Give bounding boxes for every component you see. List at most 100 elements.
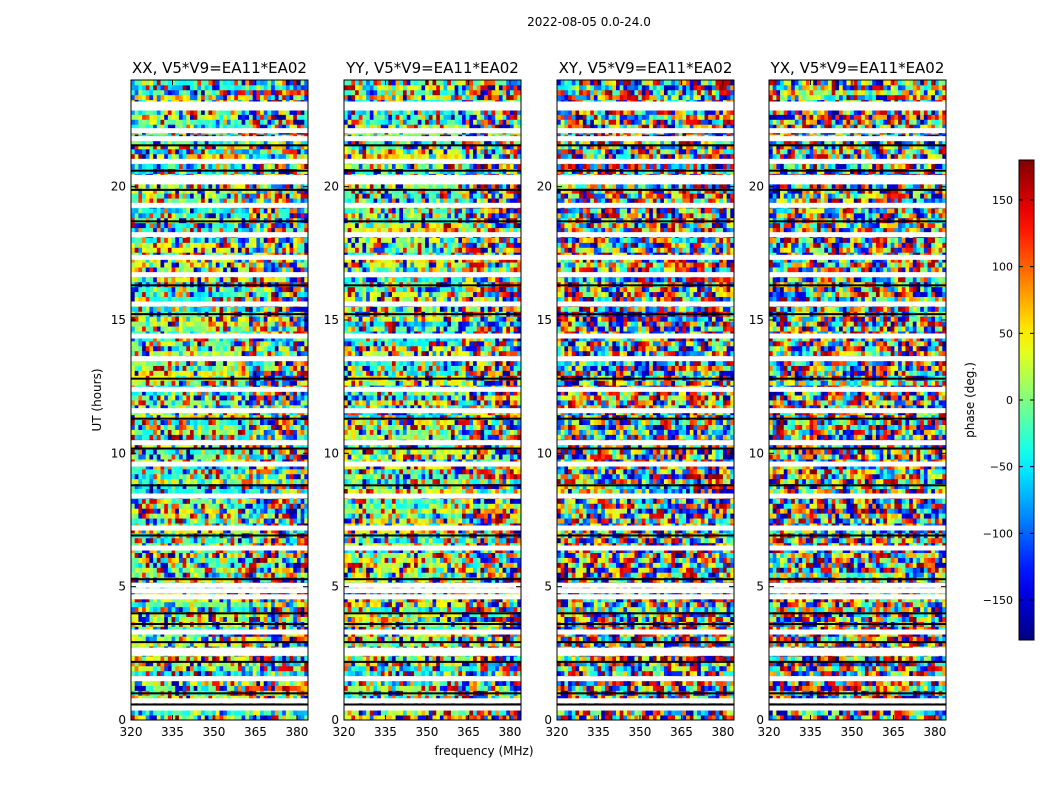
heatmap-cell — [145, 715, 150, 721]
heatmap-cell — [274, 596, 279, 603]
heatmap-cell — [260, 710, 265, 716]
heatmap-cell — [278, 212, 283, 219]
heatmap-cell — [237, 227, 243, 234]
heatmap-cell — [219, 596, 224, 603]
heatmap-cell — [208, 370, 213, 376]
heatmap-cell — [234, 262, 239, 268]
heatmap-cell — [149, 276, 154, 283]
heatmap-cell — [175, 601, 180, 608]
heatmap-cell — [190, 340, 195, 347]
heatmap-cell — [145, 449, 150, 455]
heatmap-cell — [245, 434, 250, 440]
heatmap-cell — [241, 508, 246, 514]
heatmap-cell — [300, 227, 305, 234]
heatmap-cell — [131, 473, 136, 480]
heatmap-cell — [197, 419, 202, 426]
heatmap-cell — [190, 212, 195, 219]
heatmap-cell — [149, 513, 154, 519]
heatmap-cell — [175, 710, 180, 716]
heatmap-cell — [293, 685, 298, 691]
heatmap-cell — [160, 321, 165, 327]
heatmap-cell — [223, 242, 228, 248]
heatmap-cell — [142, 670, 147, 677]
heatmap-cell — [237, 528, 243, 534]
heatmap-cell — [260, 242, 265, 248]
heatmap-cell — [260, 528, 265, 534]
heatmap-cell — [256, 670, 261, 677]
heatmap-cell — [296, 222, 302, 229]
heatmap-cell — [182, 483, 187, 490]
heatmap-cell — [282, 208, 287, 214]
heatmap-cell — [234, 247, 239, 253]
heatmap-cell — [208, 680, 213, 686]
heatmap-cell — [197, 449, 202, 455]
heatmap-cell — [263, 424, 268, 430]
heatmap-cell — [145, 326, 150, 332]
heatmap-cell — [289, 296, 294, 302]
heatmap-cell — [215, 380, 220, 386]
heatmap-cell — [304, 606, 309, 613]
heatmap-cell — [256, 449, 261, 455]
heatmap-cell — [142, 680, 147, 686]
heatmap-cell — [289, 321, 294, 327]
heatmap-cell — [171, 400, 176, 406]
heatmap-cell — [131, 596, 136, 603]
heatmap-cell — [267, 212, 272, 219]
heatmap-cell — [142, 468, 147, 475]
heatmap-cell — [145, 473, 150, 480]
heatmap-cell — [131, 488, 136, 494]
heatmap-cell — [234, 660, 239, 667]
heatmap-cell — [197, 365, 202, 371]
heatmap-cell — [212, 208, 217, 214]
heatmap-cell — [237, 247, 243, 253]
heatmap-cell — [263, 296, 268, 302]
heatmap-cell — [164, 656, 169, 662]
heatmap-cell — [263, 306, 268, 312]
heatmap-cell — [271, 562, 276, 568]
heatmap-cell — [282, 636, 287, 642]
heatmap-cell — [138, 715, 143, 721]
heatmap-cell — [278, 380, 283, 386]
heatmap-cell — [234, 429, 239, 435]
heatmap-cell — [149, 611, 154, 618]
heatmap-cell — [201, 321, 206, 327]
heatmap-cell — [178, 498, 184, 504]
heatmap-cell — [237, 710, 243, 716]
heatmap-cell — [193, 340, 198, 347]
heatmap-cell — [282, 601, 287, 608]
heatmap-cell — [256, 503, 261, 509]
heatmap-cell — [285, 360, 290, 366]
heatmap-cell — [156, 247, 161, 253]
heatmap-cell — [278, 345, 283, 352]
heatmap-cell — [278, 513, 283, 519]
heatmap-cell — [193, 695, 198, 701]
heatmap-cell — [212, 247, 217, 253]
heatmap-cell — [219, 365, 224, 371]
heatmap-cell — [278, 257, 283, 263]
heatmap-cell — [271, 483, 276, 490]
heatmap-cell — [304, 316, 309, 322]
heatmap-cell — [167, 508, 172, 514]
heatmap-cell — [249, 503, 254, 509]
heatmap-cell — [237, 606, 243, 613]
heatmap-cell — [182, 404, 187, 411]
heatmap-cell — [186, 326, 191, 332]
heatmap-cell — [226, 267, 231, 273]
heatmap-cell — [304, 454, 309, 460]
heatmap-cell — [230, 478, 235, 485]
heatmap-cell — [230, 665, 235, 672]
heatmap-cell — [237, 242, 243, 248]
heatmap-cell — [175, 518, 180, 524]
heatmap-cell — [190, 247, 195, 253]
heatmap-cell — [212, 365, 217, 371]
heatmap-cell — [201, 350, 206, 357]
heatmap-cell — [212, 606, 217, 613]
heatmap-cell — [304, 483, 309, 490]
heatmap-cell — [289, 473, 294, 480]
heatmap-cell — [149, 429, 154, 435]
heatmap-cell — [252, 390, 257, 396]
heatmap-cell — [204, 626, 209, 632]
heatmap-cell — [234, 715, 239, 721]
heatmap-cell — [285, 370, 290, 376]
heatmap-cell — [300, 611, 305, 618]
